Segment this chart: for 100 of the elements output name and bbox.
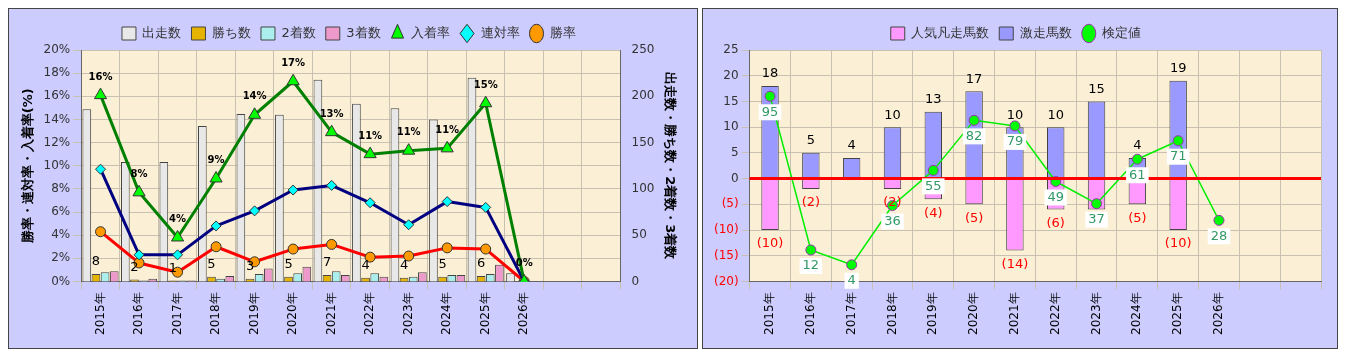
data-label: 13% [319,107,344,119]
x-tick-label: 2024年 [1129,292,1144,336]
x-tick-label: 2019年 [246,292,261,336]
data-label: 10 [1047,106,1064,122]
point [1131,153,1143,165]
x-tick-label: 2023年 [1088,292,1103,336]
y2-tick-label: 0 [631,273,640,288]
data-label: 55 [925,177,942,193]
legend-label: 人気凡走馬数 [911,24,990,40]
data-label: 2 [130,258,139,274]
y-tick-label: 15 [723,93,739,108]
y-tick-label: 25 [723,42,739,57]
y-tick-label: (10) [713,222,739,237]
x-tick-label: 2026年 [1211,292,1226,336]
data-label: 4% [169,213,187,225]
data-label: 15% [473,78,498,90]
y-tick-label: 10% [43,157,71,172]
x-tick-label: 2015年 [92,292,107,336]
data-label: 6 [476,255,486,271]
x-tick-label: 2020年 [285,292,300,336]
x-tick-label: 2022年 [362,292,377,336]
y2-tick-label: 100 [631,181,655,195]
data-label: 95 [761,103,779,119]
y-tick-label: 10 [723,119,739,134]
point [846,259,858,271]
data-label: 8 [91,253,101,269]
point [1009,120,1021,132]
legend-label: 激走馬数 [1019,24,1072,40]
data-label: 13 [925,91,942,107]
data-label: (2) [801,194,821,210]
y-tick-label: (20) [713,273,739,288]
legend-label: 検定値 [1102,24,1142,40]
y-tick-label: (15) [713,247,739,262]
x-tick-label: 2021年 [323,292,338,336]
data-label: 11% [358,129,383,141]
y2-tick-label: 50 [631,227,647,242]
data-label: 17% [281,56,306,68]
y-tick-label: 5 [730,145,739,159]
data-label: 10 [884,106,901,122]
data-label: 79 [1006,133,1024,149]
y-tick-label: 18% [43,65,71,80]
legend-label: 勝率 [550,24,577,40]
data-label: 4 [361,257,370,273]
data-label: (10) [756,235,784,251]
data-label: (6) [1046,214,1065,230]
point [927,164,939,176]
point [1172,135,1184,147]
point [968,114,980,126]
data-label: (4) [924,204,943,220]
y-tick-label: 6% [51,204,71,219]
y-tick-label: (5) [721,196,739,211]
y2-tick-label: 200 [631,88,655,103]
y2-tick-label: 250 [631,42,655,57]
data-label: 5 [284,256,293,272]
legend-label: 2着数 [281,24,316,40]
y-tick-label: 14% [43,111,71,126]
legend-label: 入着率 [411,24,451,40]
y2-axis-title: 出走数・勝ち数・2着数・3着数 [662,72,678,261]
data-label: 71 [1169,148,1187,164]
data-label: 17 [965,70,983,86]
y-axis-title: 勝率・連対率・入着率(%) [20,88,36,245]
data-label: 14% [242,90,267,102]
data-label: 37 [1088,211,1105,227]
data-label: 15 [1088,80,1105,96]
y-tick-label: 2% [51,250,71,265]
point [1091,198,1103,210]
y-tick-label: 0% [51,273,71,288]
point [805,244,817,256]
data-label: 4 [847,272,856,288]
data-label: 4 [847,137,856,153]
legend-label: 出走数 [142,24,182,40]
point [1213,214,1225,226]
x-tick-label: 2022年 [1047,292,1062,336]
point [764,90,776,102]
data-label: 16% [88,70,113,82]
data-label: 4 [1133,137,1142,153]
y-tick-label: 8% [51,181,71,195]
x-tick-label: 2018年 [884,292,899,336]
y2-tick-label: 150 [631,134,655,149]
x-tick-label: 2023年 [400,292,415,336]
x-tick-label: 2021年 [1007,292,1022,336]
y-tick-label: 0 [730,170,739,185]
legend-label: 連対率 [480,24,520,40]
x-tick-label: 2016年 [802,292,817,336]
y-tick-label: 20 [723,67,739,82]
data-label: 5 [438,256,447,272]
data-label: 10 [1006,106,1024,122]
data-label: 5 [806,132,815,148]
x-tick-label: 2017年 [843,292,858,336]
x-tick-label: 2020年 [966,292,981,336]
data-label: 4 [399,257,409,273]
data-label: 61 [1129,166,1146,182]
data-label: 36 [884,212,901,228]
x-tick-label: 2024年 [439,292,454,336]
y-tick-label: 20% [43,42,71,57]
legend-label: 3着数 [346,24,381,40]
legend-label: 勝ち数 [211,24,251,40]
y-tick-label: 16% [43,88,71,103]
data-label: 11% [396,126,421,138]
data-label: 28 [1210,227,1228,243]
